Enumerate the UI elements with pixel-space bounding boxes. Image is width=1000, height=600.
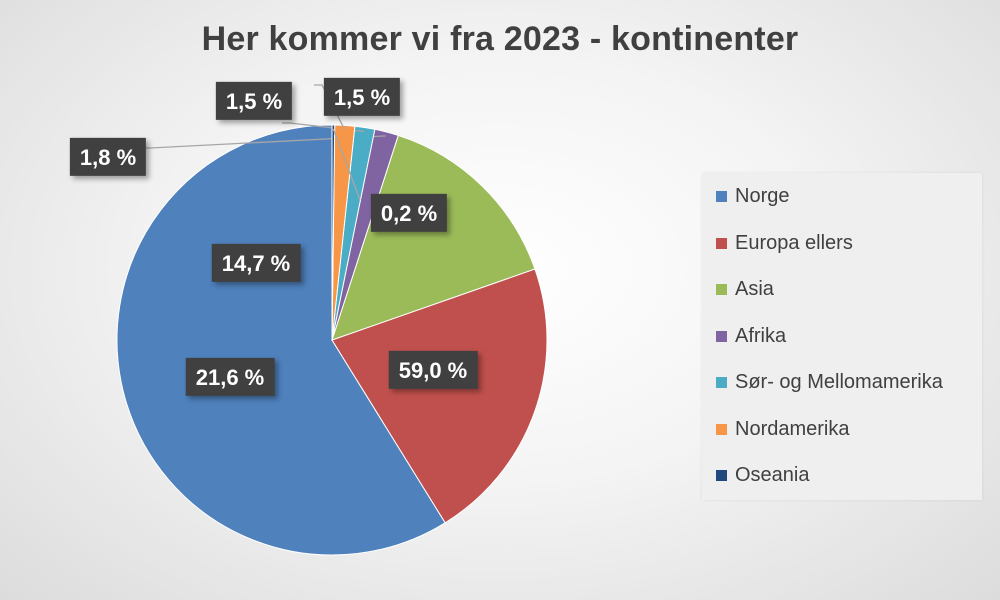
legend-swatch — [716, 330, 727, 342]
legend-item-norge: Norge — [716, 185, 789, 208]
pie-slice-asia — [331, 134, 536, 341]
legend-label: Nordamerika — [735, 417, 850, 440]
legend-label: Asia — [735, 278, 774, 300]
pie-slice-norge — [116, 124, 446, 556]
legend-item-europa-ellers: Europa ellers — [716, 232, 853, 255]
legend-item-sor-og-mellomamerika: Sør- og Mellomamerika — [716, 371, 943, 394]
legend-label: Oseania — [735, 464, 810, 486]
legend-label: Afrika — [735, 324, 787, 347]
data-label-norge: 59,0 % — [388, 350, 478, 390]
pie-slice-europa-ellers — [331, 268, 548, 524]
pie-slice-oseania — [331, 124, 336, 341]
data-label-afrika: 1,8 % — [69, 137, 147, 177]
data-label-sor-og-mellomamerika: 1,5 % — [215, 81, 293, 121]
legend-label: Sør- og Mellomamerika — [735, 371, 943, 393]
legend-swatch — [716, 423, 727, 435]
legend-item-afrika: Afrika — [716, 325, 786, 348]
legend-label: Norge — [735, 185, 790, 207]
data-label-nordamerika: 1,5 % — [323, 77, 401, 117]
chart-title: Her kommer vi fra 2023 - kontinenter — [201, 20, 799, 58]
legend-item-asia: Asia — [716, 278, 774, 301]
data-label-oseania: 0,2 % — [370, 193, 448, 233]
legend: Norge Europa ellers Asia Afrika Sør- og Mell… — [702, 173, 982, 500]
legend-swatch — [716, 377, 727, 388]
legend-swatch — [716, 470, 727, 481]
legend-swatch — [716, 237, 727, 249]
leader-line-oseania — [332, 128, 361, 201]
data-label-asia: 14,7 % — [211, 243, 301, 283]
data-label-europa-ellers: 21,6 % — [185, 357, 275, 397]
legend-item-nordamerika: Nordamerika — [716, 418, 849, 441]
legend-swatch — [716, 284, 727, 295]
legend-swatch — [716, 191, 727, 202]
legend-label: Europa ellers — [735, 231, 853, 254]
legend-item-oseania: Oseania — [716, 464, 810, 487]
